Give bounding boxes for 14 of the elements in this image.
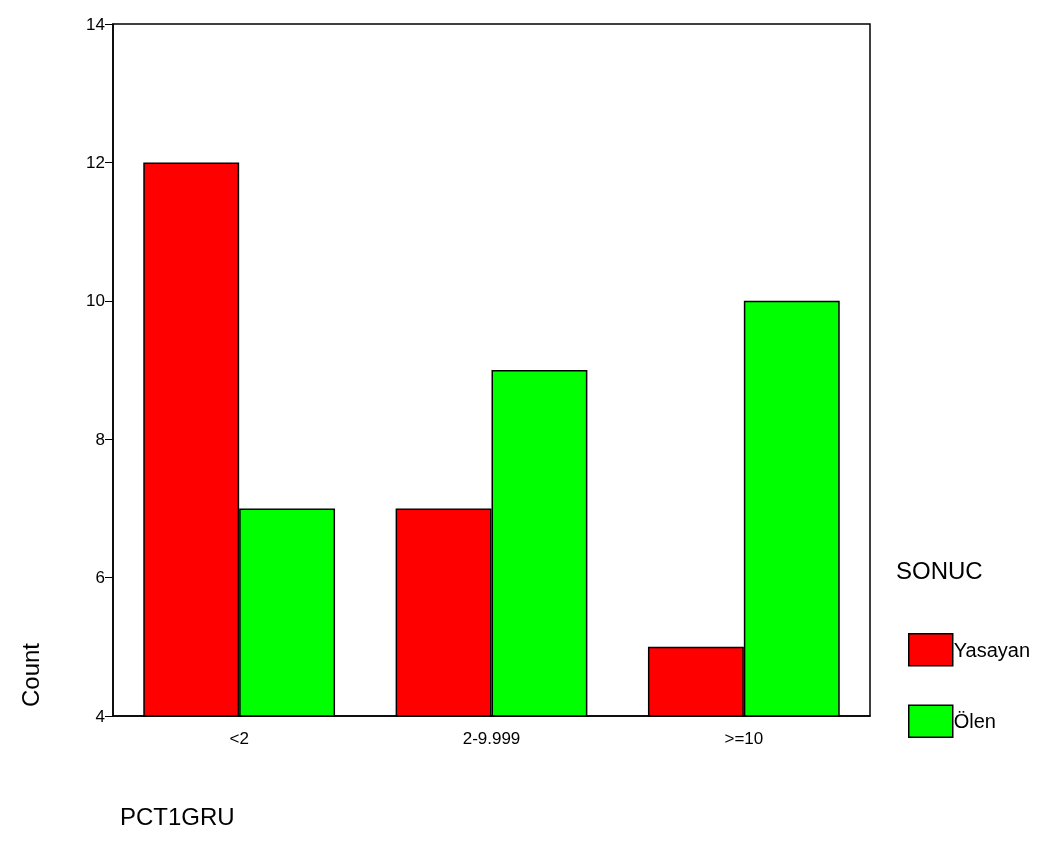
legend-title: SONUC [896,556,983,584]
legend-label: Yasayan [953,638,1031,661]
y-tick-label: 14 [86,14,105,34]
y-tick-label: 8 [95,429,105,449]
y-axis-title: Count [16,642,44,708]
y-tick-label: 6 [95,568,105,588]
y-tick-label: 4 [95,706,105,726]
x-tick-label: 2-9.999 [462,729,521,748]
y-tick-label: 10 [86,291,105,311]
x-tick-label: <2 [229,729,249,748]
y-tick-label: 12 [86,152,105,172]
x-axis-title: PCT1GRU [120,802,235,830]
x-tick-label: >=10 [724,729,764,748]
legend-label: Ölen [953,710,996,733]
